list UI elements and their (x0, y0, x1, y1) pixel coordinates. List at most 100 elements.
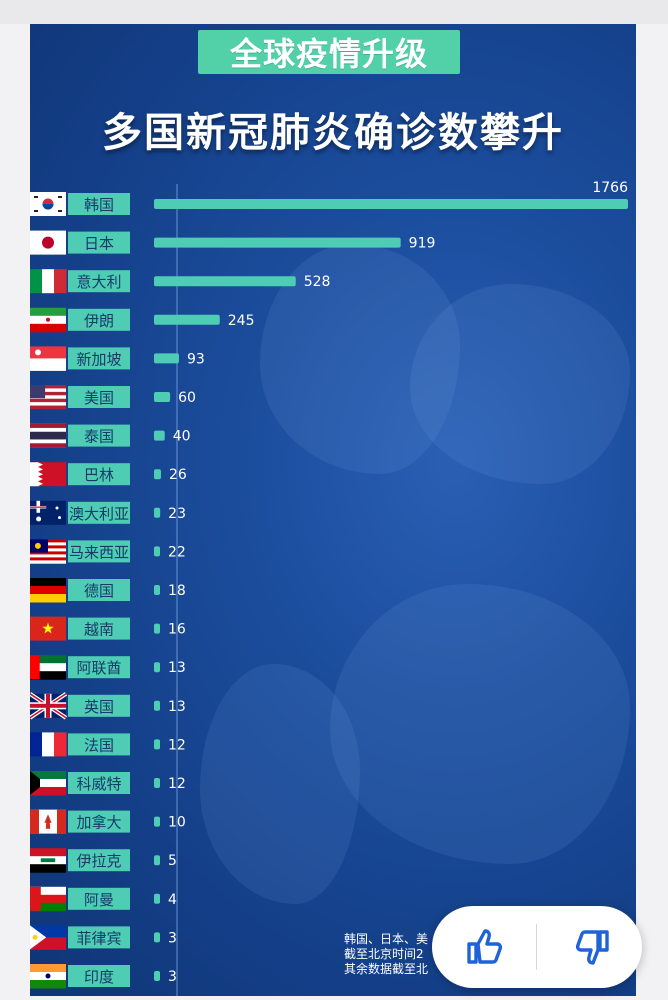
country-label-box (68, 849, 130, 872)
bar (154, 353, 179, 364)
map-decoration (410, 284, 630, 484)
country-label: 马来西亚 (69, 543, 129, 561)
country-label-box (68, 772, 130, 794)
country-label-box (68, 656, 130, 679)
data-label: 245 (228, 313, 255, 329)
data-label: 16 (168, 622, 186, 638)
data-label: 40 (173, 429, 191, 445)
data-label: 13 (168, 699, 186, 715)
data-label: 26 (169, 467, 187, 483)
country-label: 科威特 (76, 775, 121, 793)
bar-chart: 韩国 1766 日本 919 意大利 528 伊朗 245 新加坡 93 美国 60 泰国 40 巴林 26 澳… (30, 180, 628, 989)
bar (154, 237, 401, 248)
chart-row: 英国 13 (30, 692, 186, 720)
country-label-box (68, 463, 130, 486)
country-label: 德国 (84, 582, 114, 600)
bar (154, 623, 160, 634)
country-label: 越南 (84, 621, 114, 639)
flag-icon (30, 925, 66, 950)
footnote-line: 韩国、日本、美 (344, 932, 429, 946)
bar (154, 276, 296, 287)
flag-icon (30, 307, 66, 333)
bar (154, 430, 165, 441)
flag-icon (30, 462, 66, 487)
map-decoration (200, 664, 360, 904)
chart-row: 澳大利亚 23 (30, 500, 186, 525)
country-label: 泰国 (84, 428, 114, 446)
country-label-box (68, 386, 130, 408)
bar (154, 585, 160, 595)
data-label: 18 (168, 583, 186, 599)
data-label: 93 (187, 351, 205, 367)
country-label-box (68, 887, 130, 910)
bar (154, 392, 171, 402)
country-label: 澳大利亚 (69, 505, 129, 523)
footnote: 韩国、日本、美 截至北京时间2 其余数据截至北 (344, 932, 428, 977)
footnote-line: 截至北京时间2 (344, 947, 424, 961)
bar (154, 739, 160, 750)
bar (154, 971, 160, 981)
chart-row: 阿联酋 13 (30, 655, 186, 680)
country-label-box (68, 694, 130, 717)
vote-widget (432, 906, 642, 988)
data-label: 23 (168, 506, 186, 522)
country-label-box (68, 424, 130, 447)
bar (154, 893, 160, 904)
chart-row: 日本 919 (30, 230, 436, 255)
data-label: 3 (168, 930, 177, 946)
flag-icon (30, 269, 67, 294)
flag-icon (30, 539, 66, 564)
chart-row: 巴林 26 (30, 462, 187, 487)
country-label: 伊拉克 (76, 852, 121, 870)
data-label: 60 (178, 390, 196, 406)
data-label: 528 (304, 274, 331, 290)
bar (154, 469, 161, 480)
bar (154, 816, 160, 827)
thumbs-down-icon (575, 930, 609, 965)
chart-row: 印度 3 (30, 964, 177, 989)
country-label-box (68, 347, 130, 370)
flag-icon (30, 809, 66, 834)
flag-icon (30, 500, 66, 525)
country-label: 法国 (84, 736, 114, 754)
chart-row: 伊朗 245 (30, 307, 255, 333)
flag-icon (30, 578, 66, 603)
country-label-box (68, 501, 130, 524)
chart-row: 伊拉克 5 (30, 848, 177, 873)
country-label: 阿曼 (84, 891, 114, 909)
headline-title: 多国新冠肺炎确诊数攀升 (102, 110, 564, 156)
thumbs-up-icon (467, 929, 503, 964)
flag-icon (30, 655, 66, 680)
country-label-box (68, 540, 130, 563)
chart-row: 法国 12 (30, 732, 186, 757)
chart-axis-line (176, 184, 178, 996)
infographic-poster: 全球疫情升级 多国新冠肺炎确诊数攀升 韩国 1766 日本 919 意大利 528 伊朗 24… (30, 24, 636, 996)
flag-icon (30, 886, 66, 912)
flag-icon (30, 346, 66, 371)
map-decoration (330, 584, 630, 864)
data-label: 4 (168, 892, 177, 908)
country-label-box (68, 308, 130, 331)
flag-icon (30, 964, 66, 989)
country-label-box (68, 733, 130, 756)
data-label: 13 (168, 660, 186, 676)
country-label: 美国 (84, 389, 114, 407)
footnote-line: 其余数据截至北 (344, 962, 429, 976)
country-label: 阿联酋 (76, 659, 121, 677)
country-label: 加拿大 (76, 814, 121, 832)
like-button[interactable] (460, 922, 510, 972)
data-label: 919 (409, 236, 436, 252)
bar (154, 778, 160, 788)
vote-divider (536, 924, 537, 970)
country-label-box (68, 231, 130, 254)
flag-icon (30, 732, 67, 757)
country-label: 菲律宾 (76, 929, 121, 947)
country-label-box (68, 965, 130, 987)
chart-row: 德国 18 (30, 578, 186, 603)
chart-row: 泰国 40 (30, 423, 191, 448)
dislike-button[interactable] (566, 922, 616, 972)
chart-row: 阿曼 4 (30, 886, 177, 912)
bar (154, 932, 160, 943)
data-label: 12 (168, 737, 186, 753)
chart-row: 菲律宾 3 (30, 925, 177, 950)
